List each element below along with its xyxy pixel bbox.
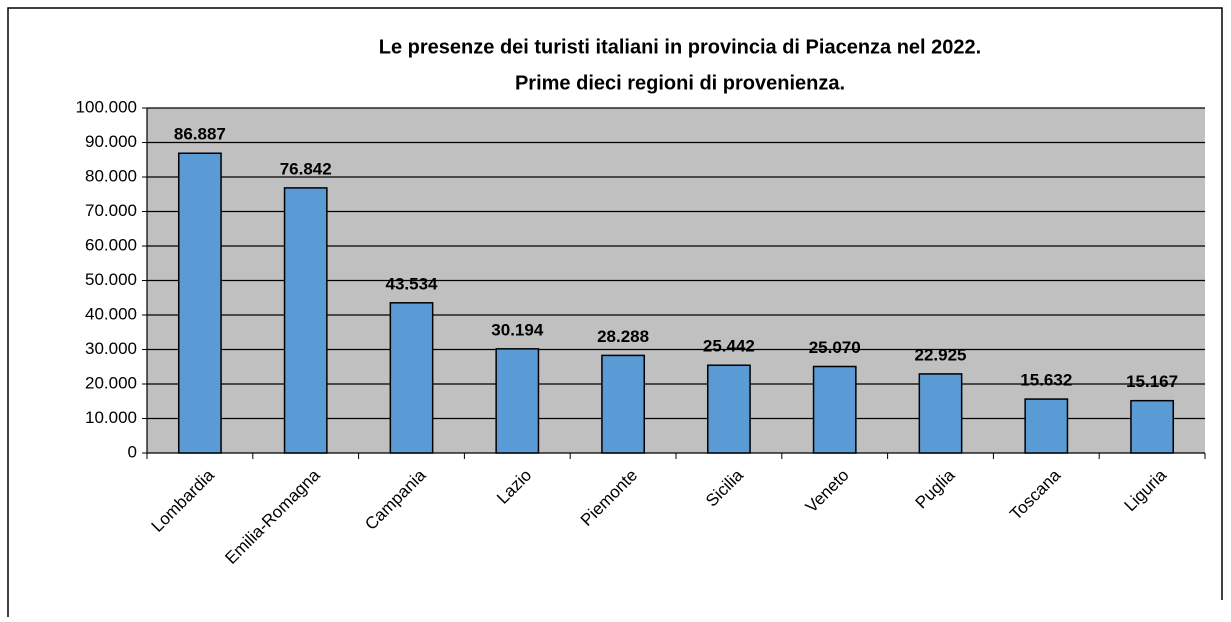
x-tick-label: Lombardia — [148, 465, 219, 536]
data-label: 76.842 — [280, 159, 332, 178]
y-tick-label: 100.000 — [76, 97, 137, 116]
x-tick-label: Puglia — [912, 465, 959, 512]
x-tick-label: Toscana — [1006, 465, 1065, 524]
y-tick-label: 30.000 — [85, 339, 137, 358]
bar — [706, 364, 751, 454]
x-tick-label: Liguria — [1121, 465, 1171, 515]
data-label: 43.534 — [386, 274, 439, 293]
x-tick-label: Piemonte — [577, 466, 641, 530]
bar — [495, 348, 540, 454]
data-label: 25.442 — [703, 337, 755, 356]
y-tick-label: 90.000 — [85, 132, 137, 151]
bar — [389, 302, 434, 454]
data-label: 22.925 — [915, 345, 967, 364]
y-tick-label: 70.000 — [85, 201, 137, 220]
y-tick-label: 20.000 — [85, 373, 137, 392]
x-tick-label: Emilia-Romagna — [221, 465, 324, 568]
y-tick-label: 0 — [128, 442, 137, 461]
data-label: 28.288 — [597, 327, 649, 346]
bar — [601, 354, 646, 454]
data-label: 86.887 — [174, 125, 226, 144]
bar — [1024, 398, 1069, 454]
data-label: 15.632 — [1020, 371, 1072, 390]
bar — [812, 365, 857, 454]
x-tick-label: Lazio — [493, 466, 535, 508]
bar — [918, 373, 963, 454]
data-label: 15.167 — [1126, 372, 1178, 391]
y-tick-label: 80.000 — [85, 166, 137, 185]
frame — [7, 7, 1223, 617]
y-tick-label: 60.000 — [85, 235, 137, 254]
y-tick-label: 40.000 — [85, 304, 137, 323]
data-label: 25.070 — [809, 338, 861, 357]
x-tick-label: Sicilia — [702, 465, 747, 510]
chart-title: Le presenze dei turisti italiani in prov… — [379, 36, 981, 58]
x-tick-label: Veneto — [802, 466, 853, 517]
bar — [283, 187, 328, 454]
data-label: 30.194 — [491, 320, 544, 339]
y-tick-label: 50.000 — [85, 270, 137, 289]
x-tick-label: Campania — [361, 465, 430, 534]
y-tick-label: 10.000 — [85, 408, 137, 427]
chart-subtitle: Prime dieci regioni di provenienza. — [515, 72, 845, 94]
bar — [1130, 399, 1175, 454]
bar — [177, 152, 222, 454]
